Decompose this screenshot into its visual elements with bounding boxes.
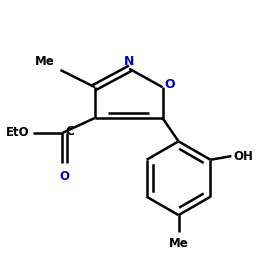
Text: N: N [124,55,134,68]
Text: Me: Me [34,55,54,68]
Text: OH: OH [234,150,254,163]
Text: O: O [164,78,175,91]
Text: C: C [65,125,74,138]
Text: O: O [59,170,69,183]
Text: Me: Me [169,237,188,250]
Text: EtO: EtO [6,126,30,139]
